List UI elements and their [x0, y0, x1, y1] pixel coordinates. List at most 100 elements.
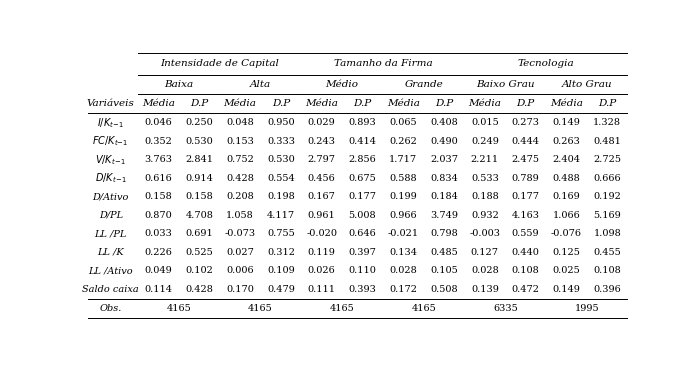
Text: Média: Média: [305, 99, 338, 108]
Text: 0.666: 0.666: [593, 174, 621, 183]
Text: 0.646: 0.646: [348, 229, 376, 238]
Text: -0.073: -0.073: [225, 229, 255, 238]
Text: 2.797: 2.797: [308, 155, 336, 164]
Text: 1.328: 1.328: [593, 118, 621, 127]
Text: 0.109: 0.109: [267, 266, 295, 275]
Text: 0.914: 0.914: [186, 174, 213, 183]
Text: 5.169: 5.169: [593, 211, 621, 220]
Text: 0.184: 0.184: [430, 192, 458, 201]
Text: -0.003: -0.003: [469, 229, 500, 238]
Text: 0.243: 0.243: [308, 137, 336, 146]
Text: Variáveis: Variáveis: [87, 99, 135, 108]
Text: 0.167: 0.167: [308, 192, 336, 201]
Text: Tecnologia: Tecnologia: [518, 59, 574, 68]
Text: 0.105: 0.105: [430, 266, 458, 275]
Text: 0.479: 0.479: [267, 285, 295, 294]
Text: 0.158: 0.158: [186, 192, 213, 201]
Text: 2.856: 2.856: [348, 155, 376, 164]
Text: D.P: D.P: [517, 99, 535, 108]
Text: 0.149: 0.149: [553, 285, 581, 294]
Text: 0.273: 0.273: [512, 118, 540, 127]
Text: D.P: D.P: [190, 99, 209, 108]
Text: Média: Média: [550, 99, 583, 108]
Text: 0.508: 0.508: [430, 285, 458, 294]
Text: 0.158: 0.158: [144, 192, 172, 201]
Text: 3.749: 3.749: [430, 211, 458, 220]
Text: 0.192: 0.192: [593, 192, 621, 201]
Text: 0.027: 0.027: [226, 248, 254, 257]
Text: Média: Média: [468, 99, 501, 108]
Text: 0.414: 0.414: [348, 137, 376, 146]
Text: 0.048: 0.048: [226, 118, 254, 127]
Text: Médio: Médio: [325, 80, 359, 89]
Text: Grande: Grande: [404, 80, 443, 89]
Text: 0.102: 0.102: [186, 266, 213, 275]
Text: 0.250: 0.250: [186, 118, 213, 127]
Text: 0.481: 0.481: [593, 137, 621, 146]
Text: $D/K_{t\!-\!1}$: $D/K_{t\!-\!1}$: [95, 171, 126, 185]
Text: Obs.: Obs.: [100, 304, 122, 313]
Text: D.P: D.P: [272, 99, 290, 108]
Text: 4.163: 4.163: [512, 211, 540, 220]
Text: LL /PL: LL /PL: [94, 229, 127, 238]
Text: 0.396: 0.396: [593, 285, 621, 294]
Text: -0.021: -0.021: [387, 229, 419, 238]
Text: 0.675: 0.675: [348, 174, 376, 183]
Text: 0.110: 0.110: [348, 266, 376, 275]
Text: 0.588: 0.588: [389, 174, 417, 183]
Text: 0.893: 0.893: [348, 118, 376, 127]
Text: D.P: D.P: [598, 99, 616, 108]
Text: 0.312: 0.312: [267, 248, 295, 257]
Text: 0.208: 0.208: [226, 192, 254, 201]
Text: D/PL: D/PL: [98, 211, 123, 220]
Text: 0.127: 0.127: [471, 248, 499, 257]
Text: Alto Grau: Alto Grau: [562, 80, 612, 89]
Text: 0.961: 0.961: [308, 211, 336, 220]
Text: 1.098: 1.098: [593, 229, 621, 238]
Text: 0.125: 0.125: [553, 248, 581, 257]
Text: 0.533: 0.533: [471, 174, 499, 183]
Text: 0.119: 0.119: [308, 248, 336, 257]
Text: 0.932: 0.932: [471, 211, 499, 220]
Text: 0.691: 0.691: [186, 229, 213, 238]
Text: 4165: 4165: [248, 304, 273, 313]
Text: 2.841: 2.841: [185, 155, 214, 164]
Text: 0.226: 0.226: [144, 248, 172, 257]
Text: 0.033: 0.033: [144, 229, 172, 238]
Text: 0.108: 0.108: [593, 266, 621, 275]
Text: 0.490: 0.490: [430, 137, 458, 146]
Text: 0.488: 0.488: [553, 174, 580, 183]
Text: Alta: Alta: [250, 80, 271, 89]
Text: Saldo caixa: Saldo caixa: [82, 285, 139, 294]
Text: 4165: 4165: [167, 304, 191, 313]
Text: 0.065: 0.065: [389, 118, 417, 127]
Text: 2.037: 2.037: [430, 155, 458, 164]
Text: LL /K: LL /K: [98, 248, 124, 257]
Text: 1.717: 1.717: [389, 155, 417, 164]
Text: 0.108: 0.108: [512, 266, 540, 275]
Text: 0.134: 0.134: [389, 248, 417, 257]
Text: -0.020: -0.020: [306, 229, 337, 238]
Text: 5.008: 5.008: [349, 211, 376, 220]
Text: Média: Média: [223, 99, 257, 108]
Text: 0.028: 0.028: [471, 266, 499, 275]
Text: 4165: 4165: [411, 304, 436, 313]
Text: 0.870: 0.870: [144, 211, 172, 220]
Text: Baixo Grau: Baixo Grau: [476, 80, 535, 89]
Text: 0.352: 0.352: [144, 137, 172, 146]
Text: 0.834: 0.834: [430, 174, 458, 183]
Text: 0.525: 0.525: [186, 248, 213, 257]
Text: 0.428: 0.428: [186, 285, 213, 294]
Text: 0.472: 0.472: [512, 285, 540, 294]
Text: 0.444: 0.444: [512, 137, 540, 146]
Text: 0.455: 0.455: [593, 248, 621, 257]
Text: $FC/K_{t\!-\!1}$: $FC/K_{t\!-\!1}$: [92, 134, 129, 148]
Text: 0.530: 0.530: [186, 137, 213, 146]
Text: 0.177: 0.177: [348, 192, 376, 201]
Text: 0.028: 0.028: [389, 266, 417, 275]
Text: 0.049: 0.049: [144, 266, 172, 275]
Text: 0.397: 0.397: [348, 248, 376, 257]
Text: 6335: 6335: [493, 304, 518, 313]
Text: 0.006: 0.006: [226, 266, 254, 275]
Text: $V/K_{t\!-\!1}$: $V/K_{t\!-\!1}$: [96, 153, 126, 166]
